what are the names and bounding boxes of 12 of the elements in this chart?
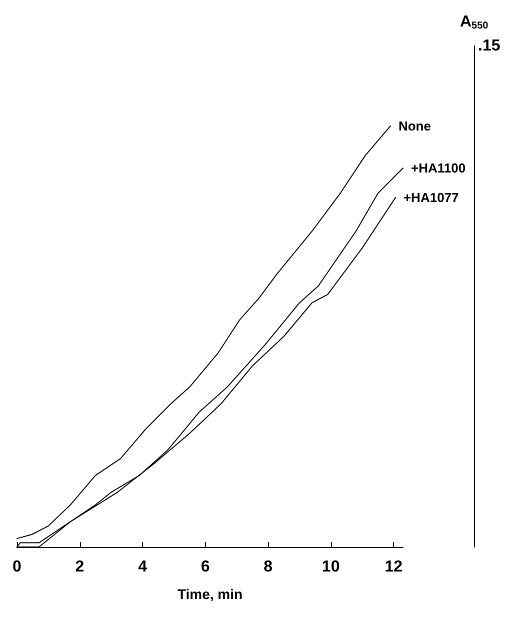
x-tick-label: 6 (200, 558, 210, 576)
x-tick-label: 8 (264, 558, 273, 576)
x-tick-label: 0 (12, 558, 22, 576)
x-tick-label: 4 (138, 558, 148, 576)
series-label: None (398, 118, 431, 134)
text: .15 (478, 38, 500, 54)
x-axis-title: Time, min (177, 586, 243, 602)
x-tick-label: 10 (322, 558, 340, 576)
series-label: +HA1100 (411, 160, 466, 176)
x-tick-label: 12 (384, 558, 403, 576)
x-tick-label: 2 (75, 558, 84, 576)
series-label: +HA1077 (403, 190, 459, 206)
